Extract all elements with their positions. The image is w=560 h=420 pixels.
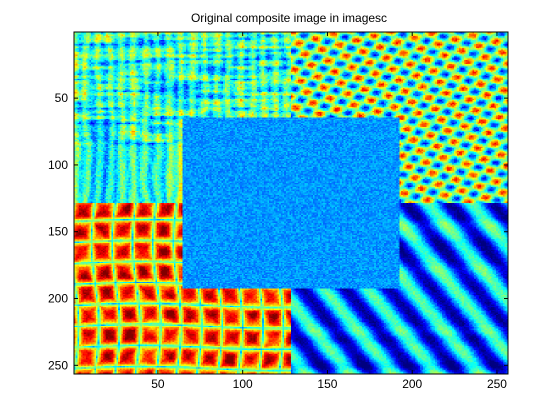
x-tick-label: 100: [233, 377, 253, 391]
x-tick-label: 150: [317, 377, 337, 391]
y-tick-label: 150: [48, 225, 68, 239]
y-tick-label: 200: [48, 292, 68, 306]
x-axis: 50 100 150 200 250: [151, 32, 507, 391]
x-tick-label: 200: [402, 377, 422, 391]
y-tick-label: 250: [48, 358, 68, 372]
chart-title: Original composite image in imagesc: [191, 11, 387, 25]
y-tick-label: 50: [55, 91, 69, 105]
y-axis: 50 100 150 200 250: [48, 91, 508, 372]
x-tick-label: 50: [151, 377, 165, 391]
heatmap-plot: [73, 31, 509, 375]
heatmap-image: [74, 32, 508, 374]
x-tick-label: 250: [487, 377, 507, 391]
y-tick-label: 100: [48, 158, 68, 172]
axes-box: [73, 31, 509, 375]
